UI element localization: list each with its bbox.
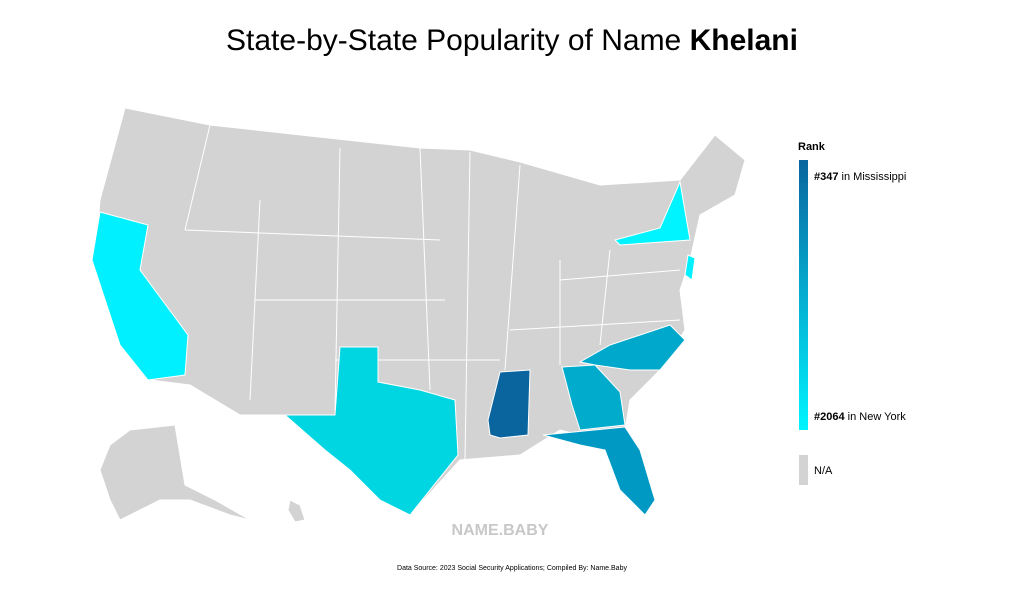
map	[91, 107, 746, 523]
watermark: NAME.BABY	[452, 522, 549, 539]
state-california	[91, 211, 189, 381]
legend-gradient	[799, 160, 808, 430]
legend-na: N/A	[814, 465, 833, 477]
title-text: State-by-State Popularity of Name	[226, 24, 681, 57]
legend-bottom: #2064 in New York	[814, 411, 906, 423]
legend-na-swatch	[799, 455, 808, 485]
title-name: Khelani	[690, 24, 798, 57]
state-borders	[184, 124, 681, 461]
title: State-by-State Popularity of Name Khelan…	[226, 24, 798, 57]
state-mississippi	[487, 369, 531, 439]
state-north-carolina	[578, 324, 686, 371]
source: Data Source: 2023 Social Security Applic…	[397, 565, 627, 572]
state-new-jersey	[684, 254, 696, 281]
state-new-york	[614, 180, 691, 246]
legend-top: #347 in Mississippi	[814, 171, 906, 183]
legend-top-state: in Mississippi	[842, 171, 907, 183]
legend-top-rank: #347	[814, 171, 838, 183]
state-texas	[283, 346, 459, 516]
legend-bottom-rank: #2064	[814, 411, 845, 423]
state-florida	[542, 426, 656, 516]
legend-title: Rank	[798, 141, 826, 153]
state-hawaii	[287, 499, 306, 523]
state-alaska	[99, 424, 251, 521]
legend-bottom-state: in New York	[848, 411, 907, 423]
legend: Rank #347 in Mississippi #2064 in New Yo…	[798, 141, 906, 485]
